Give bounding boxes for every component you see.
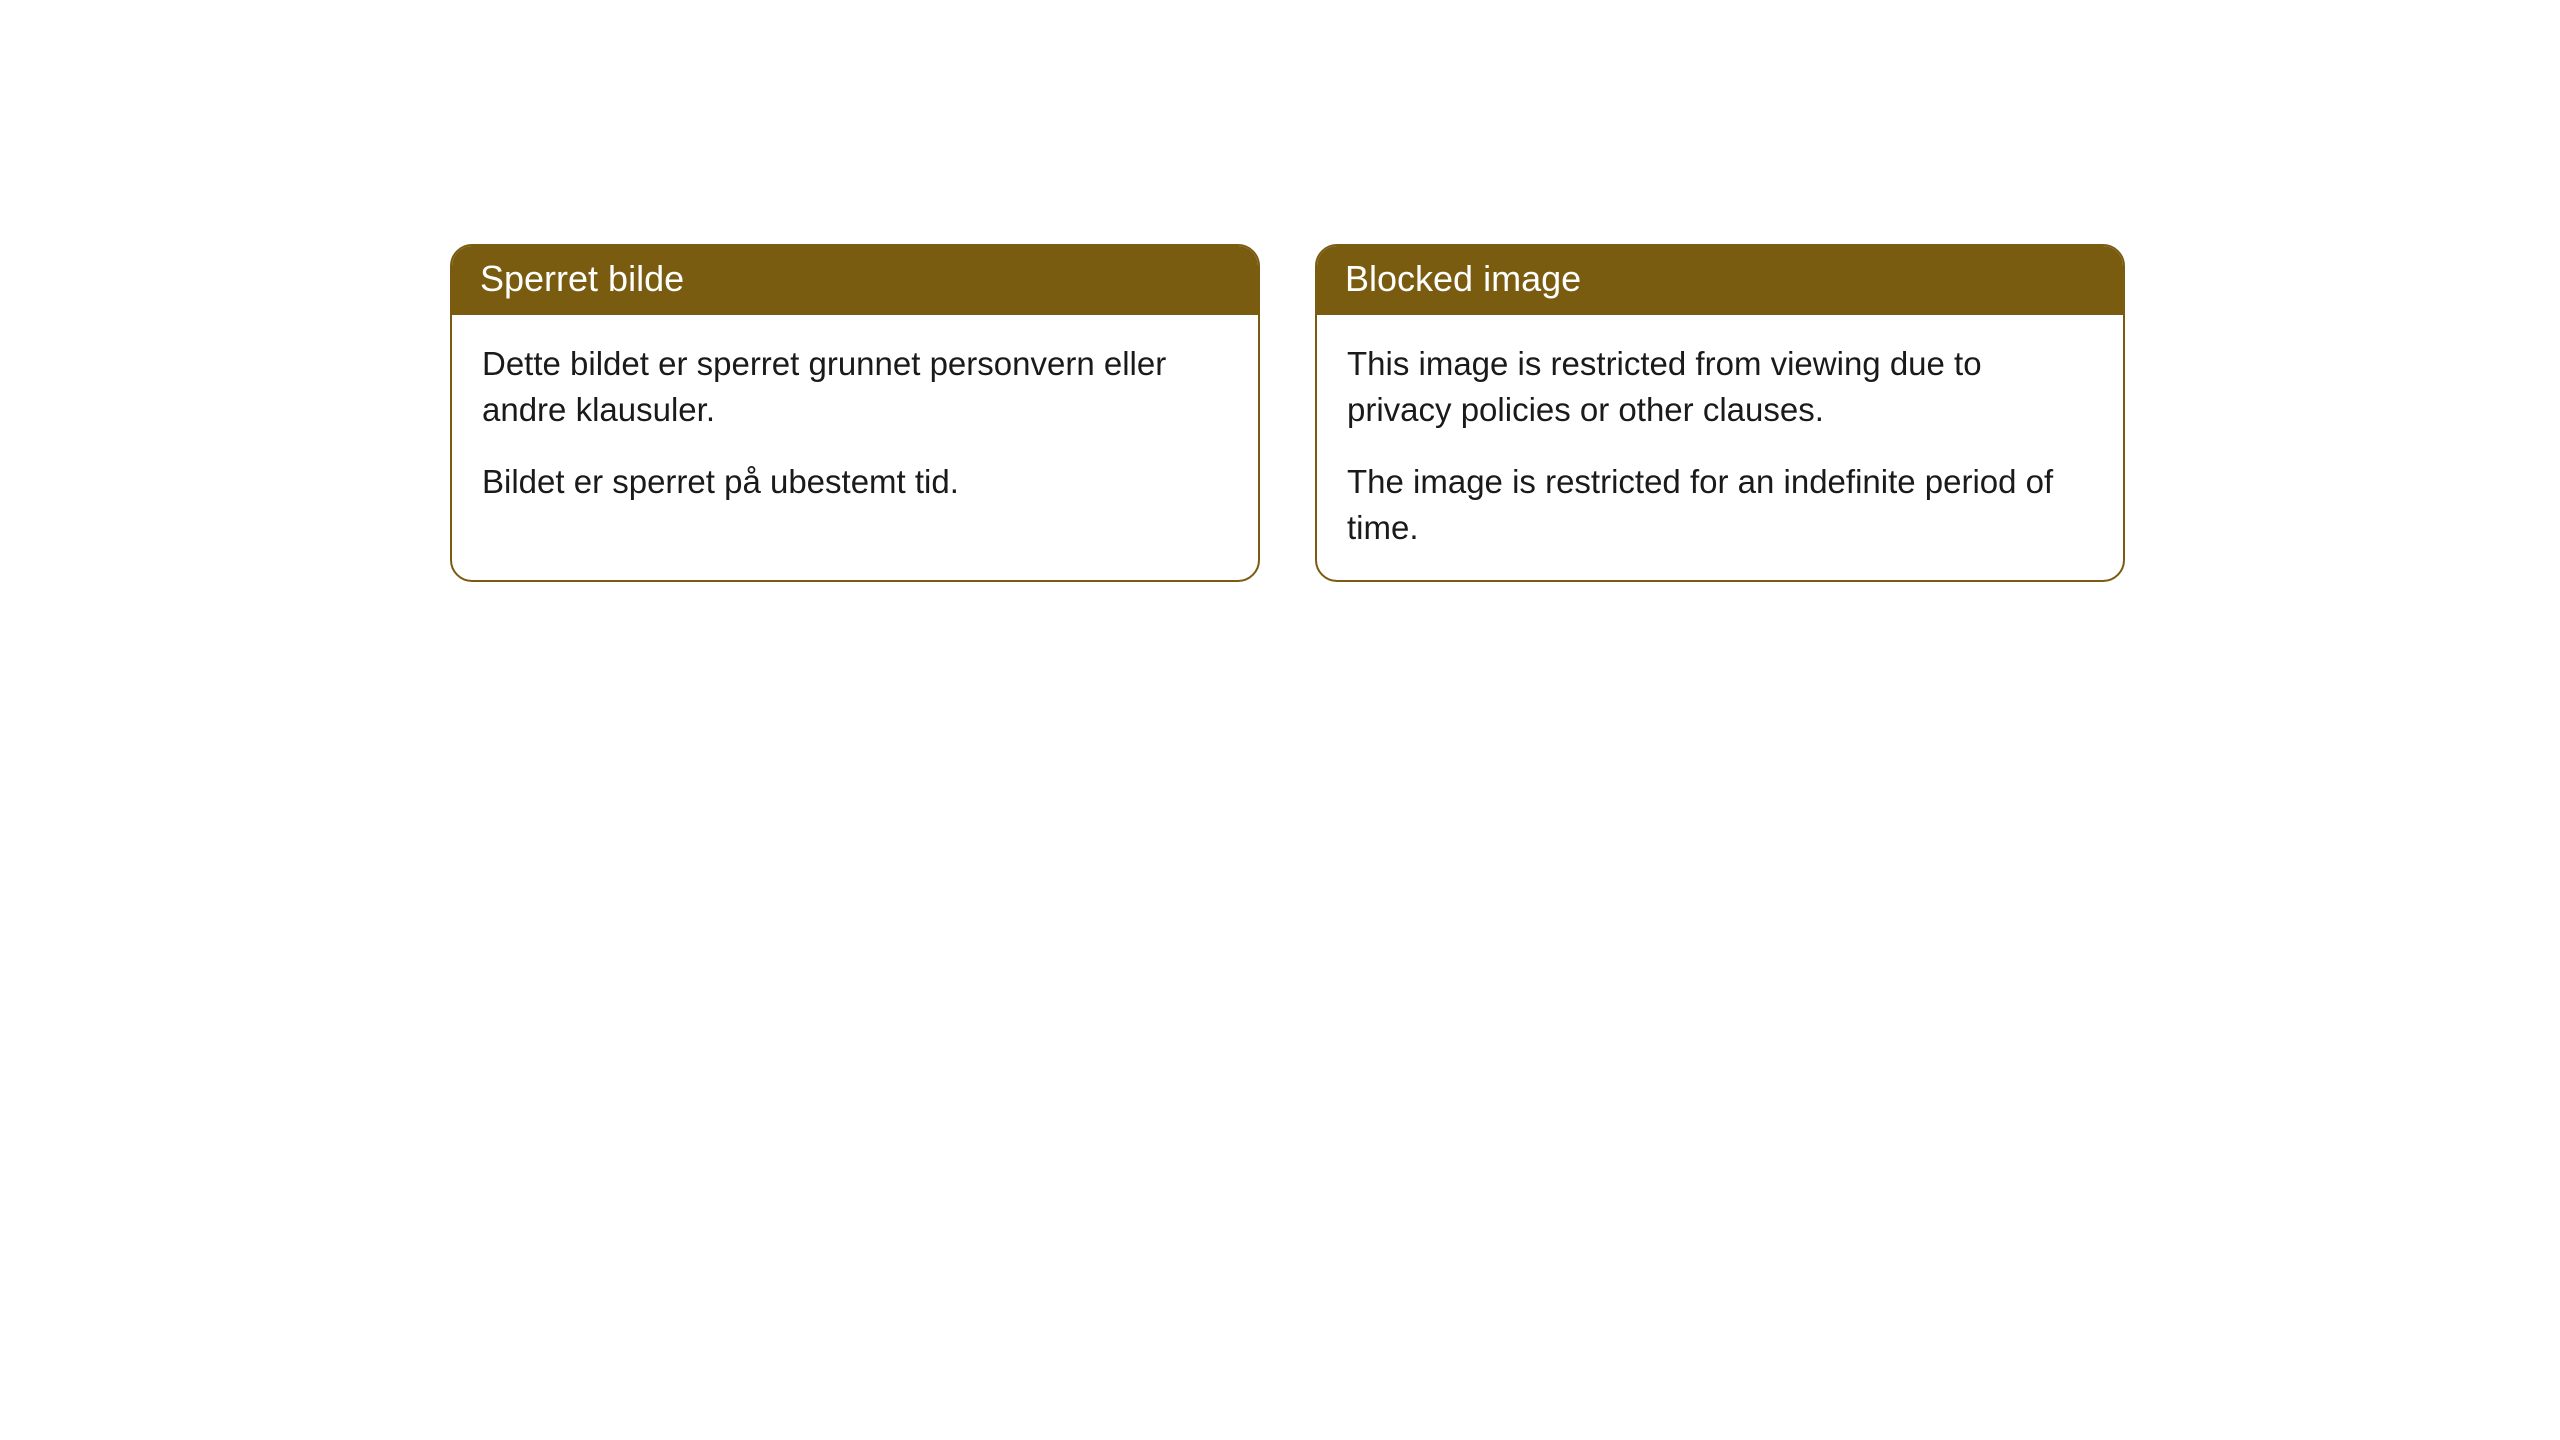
blocked-image-card-english: Blocked image This image is restricted f… (1315, 244, 2125, 582)
card-text-english-1: This image is restricted from viewing du… (1347, 341, 2093, 433)
card-body-norwegian: Dette bildet er sperret grunnet personve… (452, 315, 1258, 532)
card-body-english: This image is restricted from viewing du… (1317, 315, 2123, 578)
card-title-norwegian: Sperret bilde (480, 258, 684, 299)
card-header-norwegian: Sperret bilde (452, 246, 1258, 315)
card-text-norwegian-2: Bildet er sperret på ubestemt tid. (482, 459, 1228, 505)
card-text-english-2: The image is restricted for an indefinit… (1347, 459, 2093, 551)
card-title-english: Blocked image (1345, 258, 1581, 299)
blocked-image-card-norwegian: Sperret bilde Dette bildet er sperret gr… (450, 244, 1260, 582)
notice-container: Sperret bilde Dette bildet er sperret gr… (0, 0, 2560, 582)
card-header-english: Blocked image (1317, 246, 2123, 315)
card-text-norwegian-1: Dette bildet er sperret grunnet personve… (482, 341, 1228, 433)
